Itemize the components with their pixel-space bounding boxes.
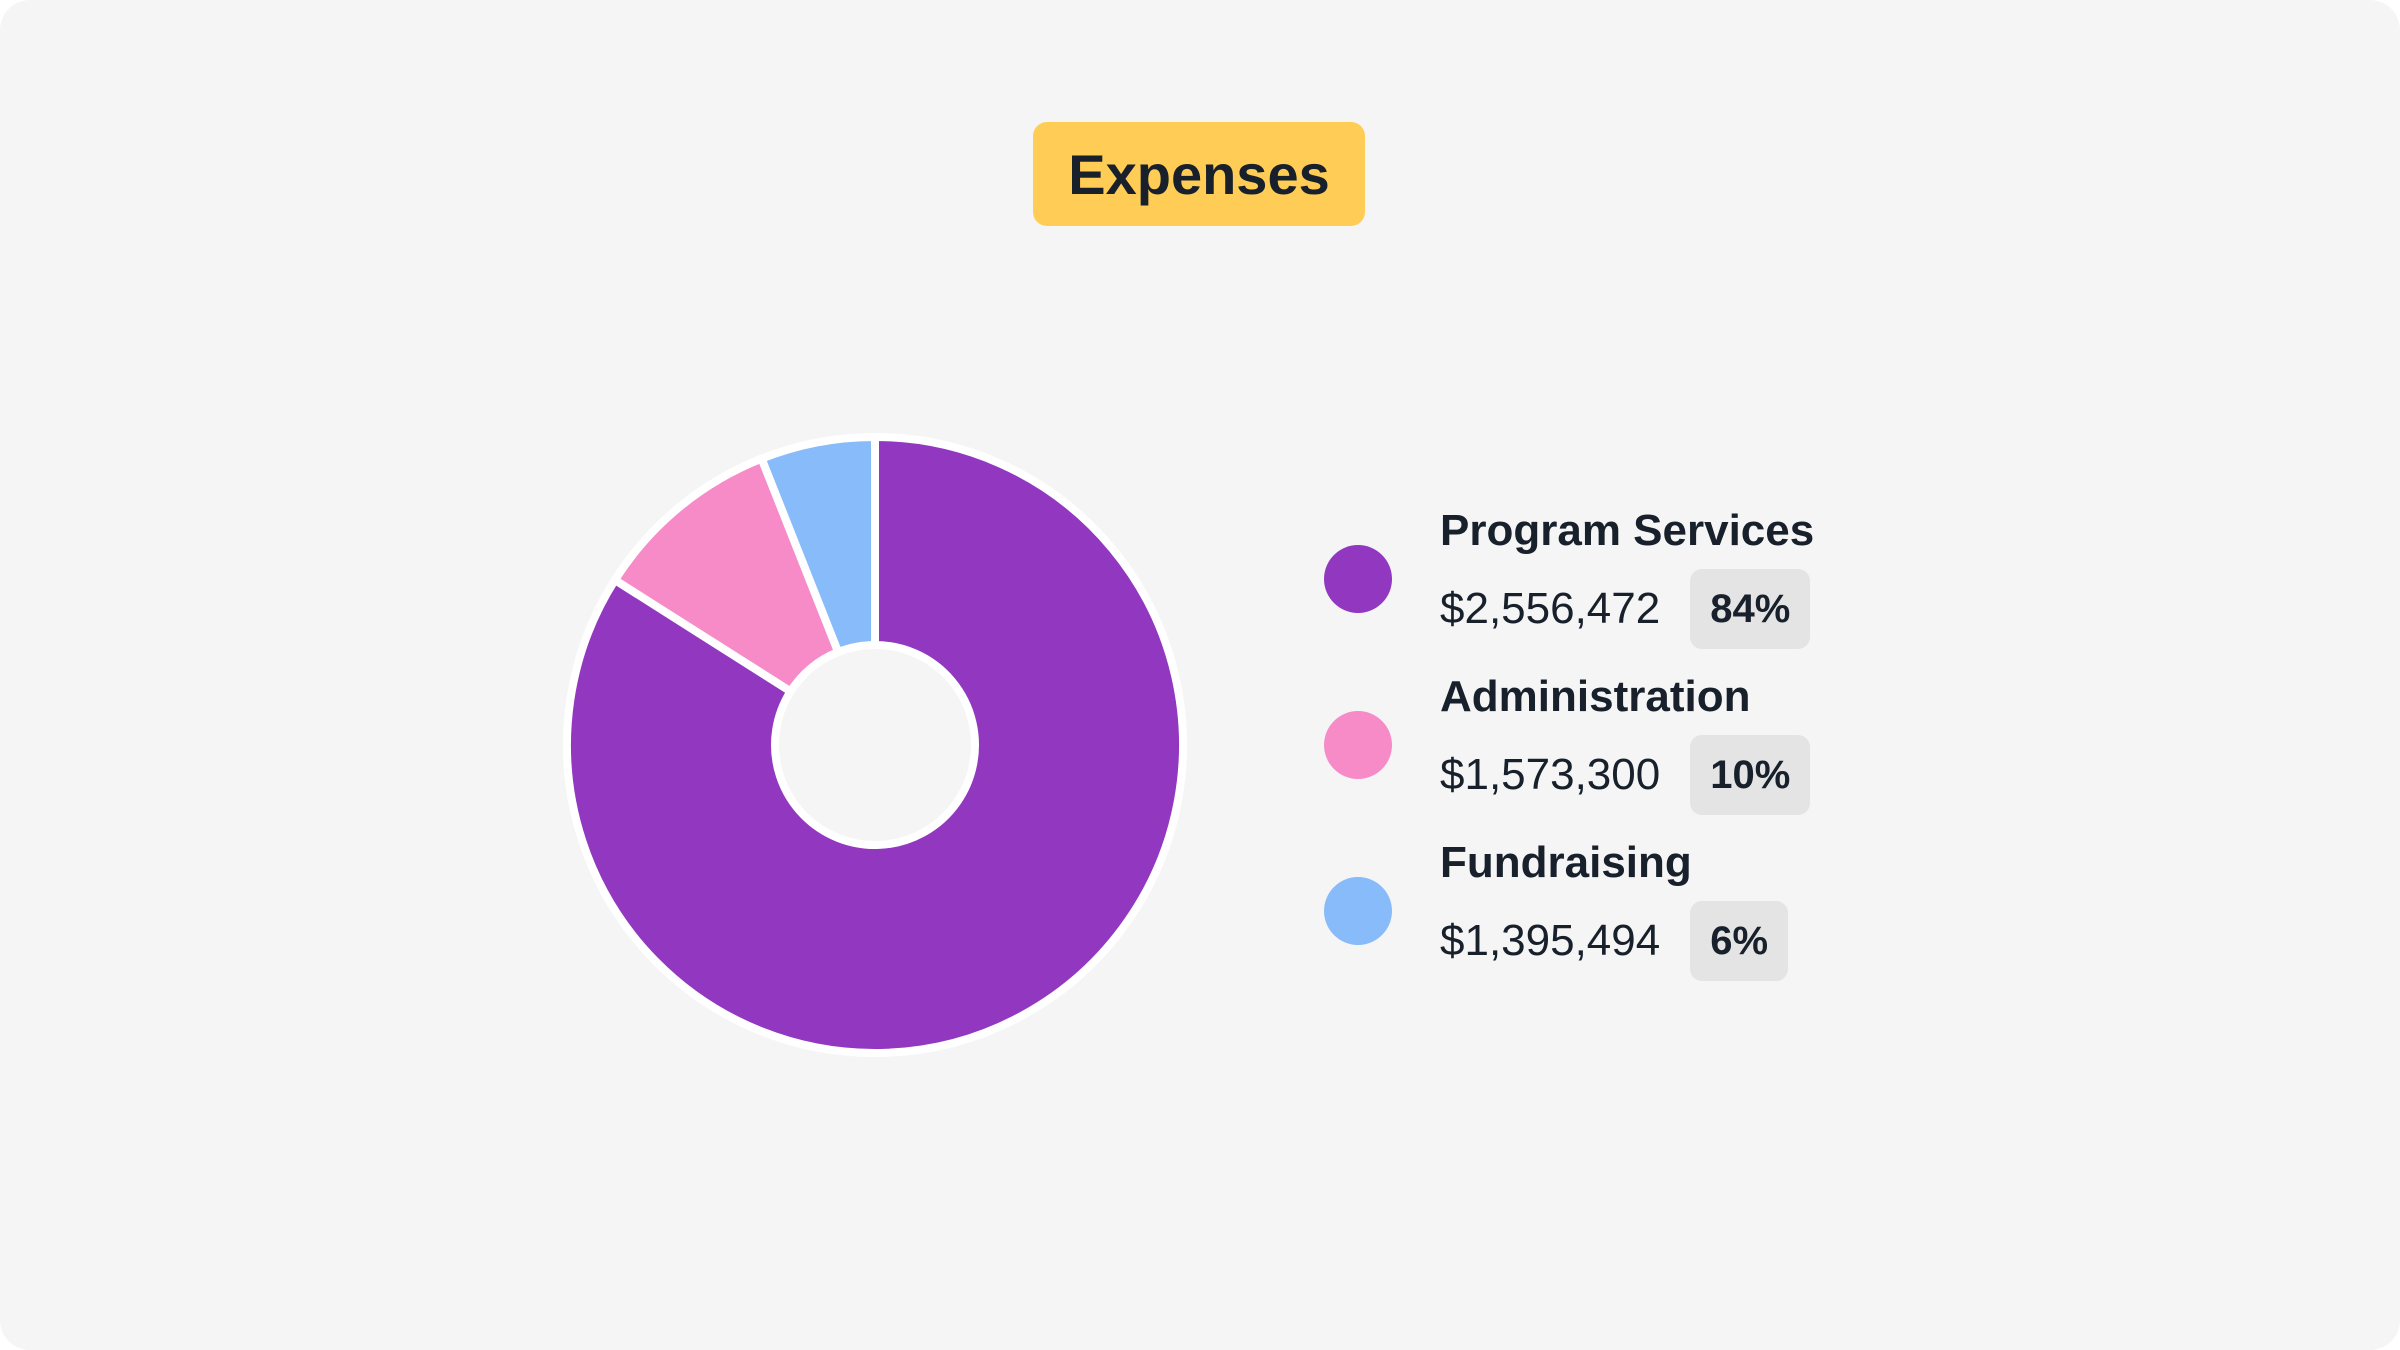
legend-item-fundraising[interactable]: Fundraising $1,395,494 6% [1320, 837, 1960, 1003]
donut-slice-program-services[interactable] [563, 433, 1187, 1057]
donut-slice-fundraising[interactable] [757, 433, 879, 657]
legend-amount: $1,395,494 [1440, 916, 1661, 965]
legend-value-row: $1,573,300 10% [1440, 735, 1811, 815]
legend-percent-badge: 10% [1690, 735, 1811, 815]
legend-item-program-services[interactable]: Program Services $2,556,472 84% [1320, 505, 1960, 671]
legend-label: Program Services [1440, 506, 1815, 555]
legend-label: Administration [1440, 672, 1751, 721]
legend-swatch-administration [1324, 711, 1392, 779]
legend-amount: $1,573,300 [1440, 750, 1661, 799]
legend: Program Services $2,556,472 84% Administ… [1320, 505, 1960, 1003]
legend-amount: $2,556,472 [1440, 584, 1661, 633]
legend-swatch-program-services [1324, 545, 1392, 613]
chart-title: Expenses [1033, 122, 1365, 226]
legend-value-row: $1,395,494 6% [1440, 901, 1789, 981]
legend-item-administration[interactable]: Administration $1,573,300 10% [1320, 671, 1960, 837]
legend-value-row: $2,556,472 84% [1440, 569, 1811, 649]
legend-percent-badge: 84% [1690, 569, 1811, 649]
legend-percent-badge: 6% [1690, 901, 1789, 981]
donut-chart [563, 433, 1187, 1057]
legend-label: Fundraising [1440, 838, 1692, 887]
legend-swatch-fundraising [1324, 877, 1392, 945]
